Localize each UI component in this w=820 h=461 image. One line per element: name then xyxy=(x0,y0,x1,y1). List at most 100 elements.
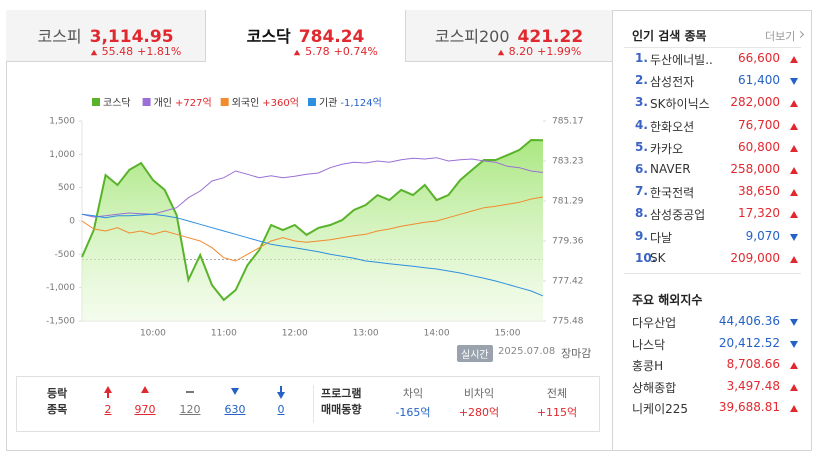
tab-change: 55.48 +1.81% xyxy=(6,45,205,58)
stock-name: 삼성전자 xyxy=(650,75,695,90)
breadth-count[interactable]: 630 xyxy=(224,403,246,416)
status-state: 장마감 xyxy=(561,347,592,360)
stock-name: SK xyxy=(650,250,666,265)
popular-row[interactable]: 3. SK하이닉스 282,000 xyxy=(632,95,808,113)
overseas-row[interactable]: 니케이225 39,688.81 xyxy=(632,400,808,418)
stock-price: 60,800 xyxy=(738,139,780,154)
more-link[interactable]: 더보기 xyxy=(765,30,796,43)
stock-price: 61,400 xyxy=(738,73,780,88)
y-tick-label: 1,000 xyxy=(49,150,75,160)
overseas-row[interactable]: 상해종합 3,497.48 xyxy=(632,379,808,397)
legend-label: 개인 xyxy=(154,97,172,109)
legend-swatch xyxy=(307,98,316,106)
rank: 6. xyxy=(635,162,648,176)
arrow-icon xyxy=(104,386,112,393)
index-name: 상해종합 xyxy=(632,380,677,395)
index-name: 코스피200 xyxy=(434,27,510,46)
index-value: 8,708.66 xyxy=(726,357,780,371)
breadth-item: 120 xyxy=(177,386,203,416)
legend-swatch xyxy=(92,98,100,106)
stock-price: 38,650 xyxy=(738,184,780,199)
index-tab[interactable]: 코스피 3,114.95 55.48 +1.81% xyxy=(6,10,205,62)
breadth-count[interactable]: 2 xyxy=(104,403,112,416)
index-value: 20,412.52 xyxy=(718,335,780,350)
breadth-divider xyxy=(313,385,314,423)
popular-row[interactable]: 1. 두산에너빌.. 66,600 xyxy=(632,51,808,69)
breadth-count[interactable]: 0 xyxy=(277,403,285,416)
popular-title: 인기 검색 종목 xyxy=(632,29,707,43)
index-value: 44,406.36 xyxy=(718,314,780,328)
arrow-stem xyxy=(107,392,109,398)
arrow-icon xyxy=(790,144,798,152)
x-tick-label: 14:00 xyxy=(424,329,450,339)
popular-row[interactable]: 10. SK 209,000 xyxy=(632,251,808,269)
change-rate: +0.74% xyxy=(333,45,378,58)
series-line xyxy=(81,138,544,302)
y-tick-label: 500 xyxy=(58,183,75,193)
arrow-icon xyxy=(790,319,798,326)
x-tick-label: 12:00 xyxy=(282,329,308,339)
stock-name: 삼성중공업 xyxy=(650,208,706,223)
arrow-icon xyxy=(790,100,798,108)
arrow-icon xyxy=(790,211,798,219)
index-tab[interactable]: 코스피200 421.22 8.20 +1.99% xyxy=(405,10,612,62)
change-value: 55.48 xyxy=(101,45,134,58)
tab-change: 8.20 +1.99% xyxy=(406,45,612,58)
arrow-icon xyxy=(231,388,239,395)
breadth-count[interactable]: 970 xyxy=(134,403,156,416)
stock-name: SK하이닉스 xyxy=(650,97,710,112)
index-value: 421.22 xyxy=(517,27,584,47)
breadth-box: 등락 종목 2 970 120 630 0 프로그램 매매동향 차익 -165억 비차익 +280억 전체… xyxy=(16,376,600,432)
stock-price: 66,600 xyxy=(738,51,780,65)
status-badge: 실시간 xyxy=(457,345,493,362)
program-label: 매매동향 xyxy=(321,403,362,416)
program-name: 비차익 xyxy=(463,387,495,400)
rank: 2. xyxy=(635,73,648,88)
popular-row[interactable]: 6. NAVER 258,000 xyxy=(632,162,808,180)
popular-row[interactable]: 4. 한화오션 76,700 xyxy=(632,118,808,136)
program-value: +115억 xyxy=(536,406,578,419)
program-name: 전체 xyxy=(546,387,568,400)
rank: 4. xyxy=(635,117,648,132)
index-value: 3,114.95 xyxy=(89,27,174,47)
overseas-row[interactable]: 홍콩H 8,708.66 xyxy=(632,357,808,375)
index-tab[interactable]: 코스닥 784.24 5.78 +0.74% xyxy=(205,10,405,62)
arrow-stem xyxy=(280,386,282,392)
legend-net: -1,124억 xyxy=(340,97,381,109)
popular-row[interactable]: 2. 삼성전자 61,400 xyxy=(632,73,808,91)
rank: 10. xyxy=(635,250,657,265)
y-tick-label: 0 xyxy=(69,217,75,227)
breadth-label: 종목 xyxy=(47,403,68,416)
index-value: 39,688.81 xyxy=(718,400,780,414)
breadth-icon xyxy=(268,386,294,399)
popular-row[interactable]: 7. 한국전력 38,650 xyxy=(632,184,808,202)
change-rate: +1.99% xyxy=(537,45,582,58)
popular-row[interactable]: 8. 삼성중공업 17,320 xyxy=(632,206,808,224)
divider xyxy=(612,10,613,451)
overseas-row[interactable]: 다우산업 44,406.36 xyxy=(632,314,808,332)
stock-price: 17,320 xyxy=(738,206,780,221)
change-value: 8.20 xyxy=(508,45,534,58)
legend-net: +727억 xyxy=(175,97,212,109)
rank: 7. xyxy=(635,184,648,199)
x-tick-label: 11:00 xyxy=(211,329,237,339)
index-name: 니케이225 xyxy=(632,402,689,416)
overseas-row[interactable]: 나스닥 20,412.52 xyxy=(632,336,808,354)
chart: 1,500 1,000 500 0 -500 -1,000 -1,500 785.17 783.… xyxy=(46,97,584,339)
popular-row[interactable]: 9. 다날 9,070 xyxy=(632,229,808,247)
breadth-count[interactable]: 120 xyxy=(179,403,201,416)
arrow-icon xyxy=(497,49,504,55)
popular-row[interactable]: 5. 카카오 60,800 xyxy=(632,140,808,158)
x-tick-label: 15:00 xyxy=(495,329,521,339)
y-tick-label: -1,000 xyxy=(46,283,75,293)
rank: 1. xyxy=(635,51,648,65)
arrow-icon xyxy=(790,383,798,391)
arrow-icon xyxy=(790,362,798,369)
index-value: 784.24 xyxy=(298,27,365,47)
y2-tick-label: 785.17 xyxy=(552,117,584,127)
arrow-icon xyxy=(790,255,798,263)
tab-row: 코스피200 421.22 xyxy=(406,23,612,47)
overseas-title: 주요 해외지수 xyxy=(632,293,703,307)
program-item: 비차익 +280억 xyxy=(449,385,509,420)
legend-label: 코스닥 xyxy=(103,97,131,109)
